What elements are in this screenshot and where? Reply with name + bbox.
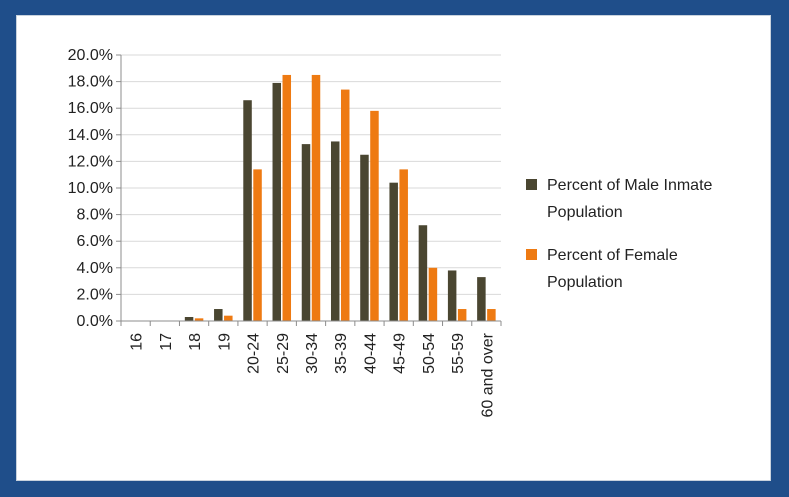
bar xyxy=(184,317,194,321)
x-tick-label: 17 xyxy=(158,333,175,351)
x-tick-label: 55-59 xyxy=(450,333,467,374)
bar xyxy=(418,225,428,321)
bar xyxy=(370,110,379,321)
bar xyxy=(399,169,408,321)
bar xyxy=(457,309,467,321)
x-tick-label: 20-24 xyxy=(246,333,263,374)
bar xyxy=(340,89,350,321)
x-tick-label: 25-29 xyxy=(275,333,292,374)
y-tick-label: 14.0% xyxy=(68,127,113,144)
y-tick-labels: 0.0% 2.0% 4.0% 6.0% 8.0% 10.0% 12.0% 14.0% 16.0%… xyxy=(68,47,113,330)
bar xyxy=(477,277,486,321)
axes xyxy=(116,54,502,326)
legend-label: Population xyxy=(547,204,623,221)
bar xyxy=(214,309,223,321)
y-tick-label: 8.0% xyxy=(77,207,113,224)
legend-label: Percent of Female xyxy=(547,247,678,264)
bar xyxy=(282,74,292,321)
bar xyxy=(389,182,398,321)
x-tick-labels: 16 17 18 19 20-24 25-29 30-34 35-39 40-44 45-49 50… xyxy=(129,332,497,417)
bar xyxy=(272,82,282,322)
gridlines xyxy=(121,54,501,295)
bar xyxy=(487,309,496,321)
x-tick-label: 19 xyxy=(216,333,233,351)
bar xyxy=(194,318,204,321)
y-tick-label: 2.0% xyxy=(77,286,113,303)
y-tick-label: 18.0% xyxy=(68,74,113,91)
x-tick-label: 30-34 xyxy=(304,333,321,374)
bars xyxy=(184,74,496,322)
y-tick-label: 4.0% xyxy=(77,260,113,277)
legend-swatch xyxy=(526,249,537,260)
legend-label: Percent of Male Inmate xyxy=(547,177,713,194)
y-tick-label: 0.0% xyxy=(77,313,113,330)
bar-chart: 0.0% 2.0% 4.0% 6.0% 8.0% 10.0% 12.0% 14.0% 16.0%… xyxy=(68,47,713,418)
y-tick-label: 6.0% xyxy=(77,233,113,250)
x-tick-label: 18 xyxy=(187,333,204,351)
bar xyxy=(243,100,252,321)
x-tick-label: 50-54 xyxy=(421,333,438,374)
bar xyxy=(428,267,438,321)
x-tick-label: 35-39 xyxy=(333,333,350,374)
bar xyxy=(301,144,311,321)
x-tick-label: 16 xyxy=(129,333,146,351)
x-tick-label: 45-49 xyxy=(392,333,409,374)
x-tick-label: 60 and over xyxy=(479,332,496,417)
bar xyxy=(253,169,262,321)
bar xyxy=(311,74,321,321)
y-tick-label: 10.0% xyxy=(68,180,113,197)
legend-label: Population xyxy=(547,274,623,291)
legend: Percent of Male Inmate Population Percent … xyxy=(526,177,713,291)
y-tick-label: 20.0% xyxy=(68,47,113,64)
x-tick-label: 40-44 xyxy=(362,333,379,374)
bar xyxy=(224,315,233,321)
legend-swatch xyxy=(526,179,537,190)
y-tick-label: 16.0% xyxy=(68,100,113,117)
bar xyxy=(447,270,457,321)
bar xyxy=(330,141,340,321)
bar xyxy=(360,154,369,321)
y-tick-label: 12.0% xyxy=(68,153,113,170)
